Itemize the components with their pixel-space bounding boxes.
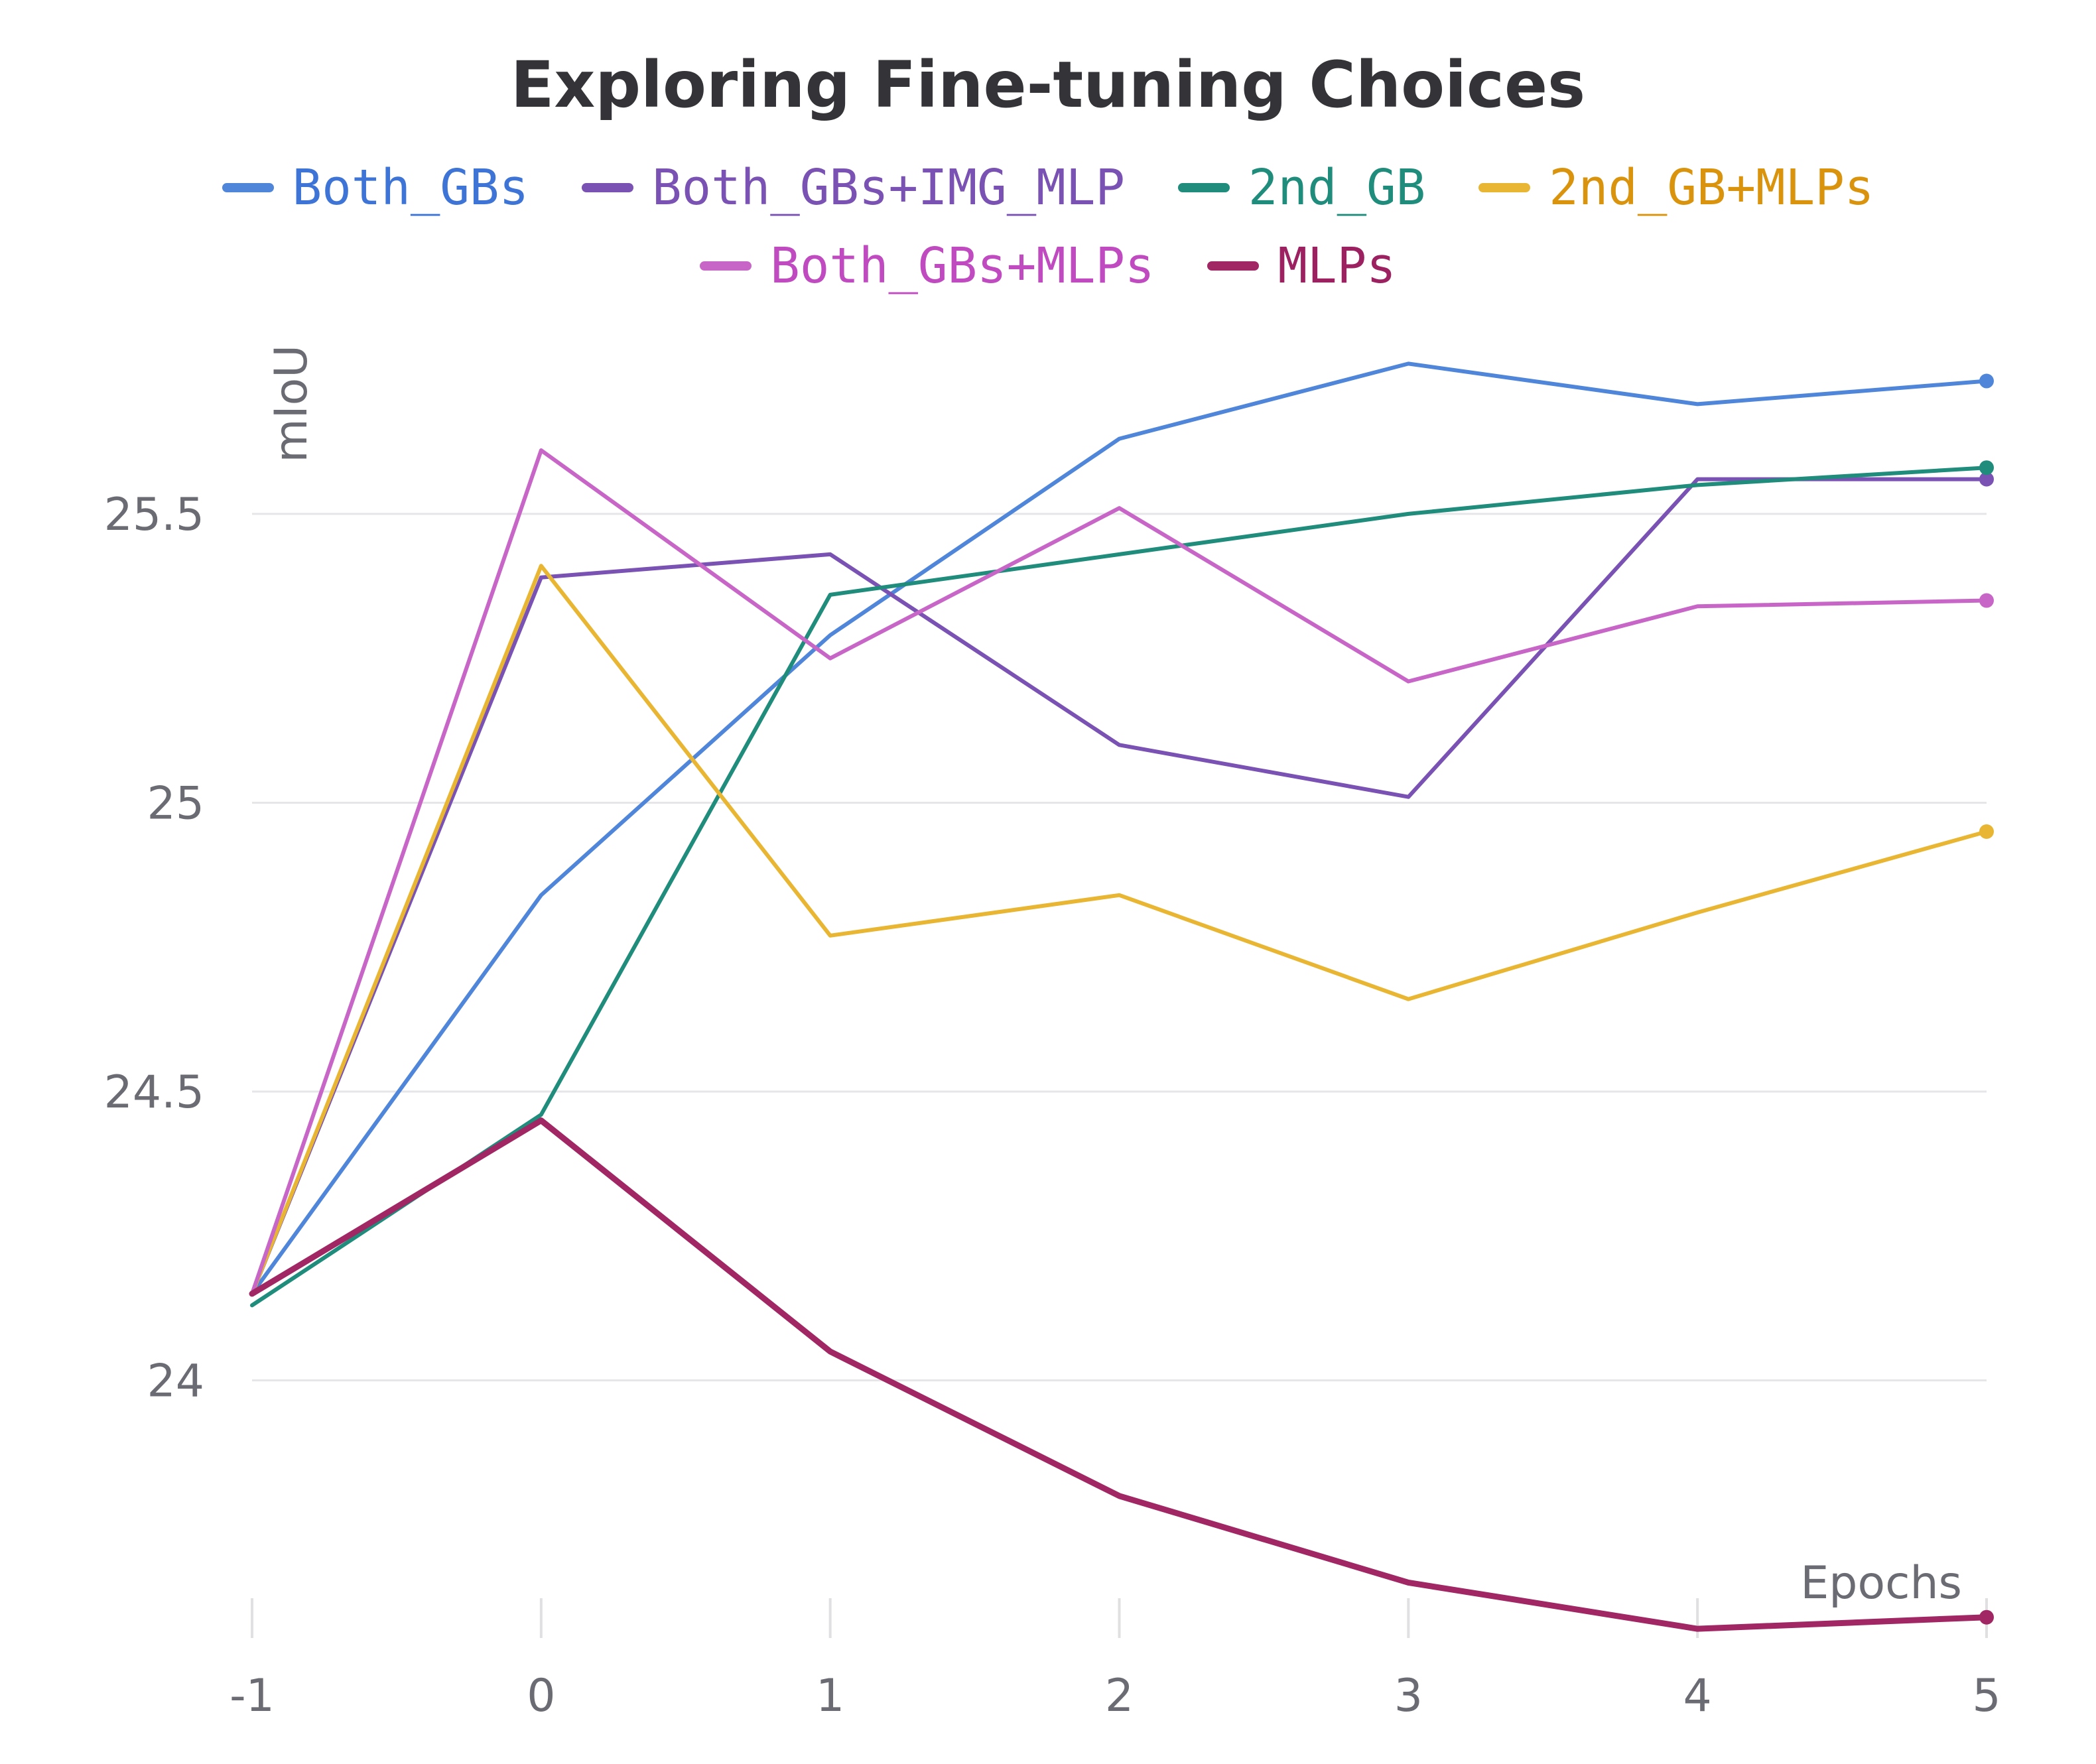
y-axis-title: mIoU (265, 345, 318, 463)
series-line-Both_GBs+MLPs (250, 448, 1989, 1296)
y-tick-label: 25 (147, 777, 204, 830)
x-tick-label: 1 (816, 1670, 844, 1722)
x-tick-label: 3 (1394, 1670, 1423, 1722)
legend-swatch (222, 183, 274, 192)
y-tick-label: 24 (147, 1355, 204, 1408)
legend-swatch (700, 261, 752, 271)
x-tick-label: -1 (229, 1670, 275, 1722)
series-line-MLPs (249, 1117, 1990, 1632)
x-tick-label: 4 (1683, 1670, 1712, 1722)
y-tick-label: 24.5 (104, 1066, 204, 1119)
series-end-point (1979, 472, 1994, 487)
legend-label: Both_GBs+MLPs (770, 237, 1155, 294)
legend-swatch (582, 183, 634, 192)
legend-item[interactable]: 2nd_GB (1177, 159, 1426, 216)
legend-item[interactable]: Both_GBs+IMG_MLP (582, 159, 1125, 216)
legend-label: 2nd_GB (1248, 159, 1426, 216)
legend-swatch (1207, 261, 1260, 271)
x-tick-label: 5 (1972, 1670, 2000, 1722)
x-tick-label: 0 (527, 1670, 555, 1722)
series-end-point (1979, 460, 1994, 475)
series-end-point (1979, 373, 1994, 389)
legend-item[interactable]: MLPs (1207, 237, 1396, 294)
series-line-Both_GBs+IMG_MLP (250, 477, 1989, 1296)
legend-swatch (1177, 183, 1230, 192)
series-end-point (1979, 593, 1994, 608)
legend-swatch (1478, 183, 1531, 192)
series-end-point (1979, 1609, 1994, 1625)
legend-item[interactable]: 2nd_GB+MLPs (1478, 159, 1874, 216)
legend-label: Both_GBs (292, 159, 529, 216)
x-tick-label: 2 (1105, 1670, 1134, 1722)
legend-label: Both_GBs+IMG_MLP (652, 159, 1125, 216)
legend-label: MLPs (1277, 237, 1396, 294)
series-line-2nd_GB (250, 466, 1989, 1308)
legend-label: 2nd_GB+MLPs (1549, 159, 1874, 216)
series-end-point (1979, 824, 1994, 839)
legend-row-1: Both_GBs Both_GBs+IMG_MLP 2nd_GB 2nd_GB+… (0, 159, 2096, 216)
chart-title: Exploring Fine-tuning Choices (510, 48, 1586, 122)
series-line-2nd_GB+MLPs (250, 564, 1989, 1296)
legend-item[interactable]: Both_GBs (222, 159, 529, 216)
legend-item[interactable]: Both_GBs+MLPs (700, 237, 1154, 294)
x-axis-title: Epochs (1800, 1557, 1962, 1609)
y-tick-label: 25.5 (104, 489, 204, 541)
legend-row-2: Both_GBs+MLPs MLPs (0, 237, 2096, 294)
series-line-Both_GBs (250, 361, 1989, 1296)
